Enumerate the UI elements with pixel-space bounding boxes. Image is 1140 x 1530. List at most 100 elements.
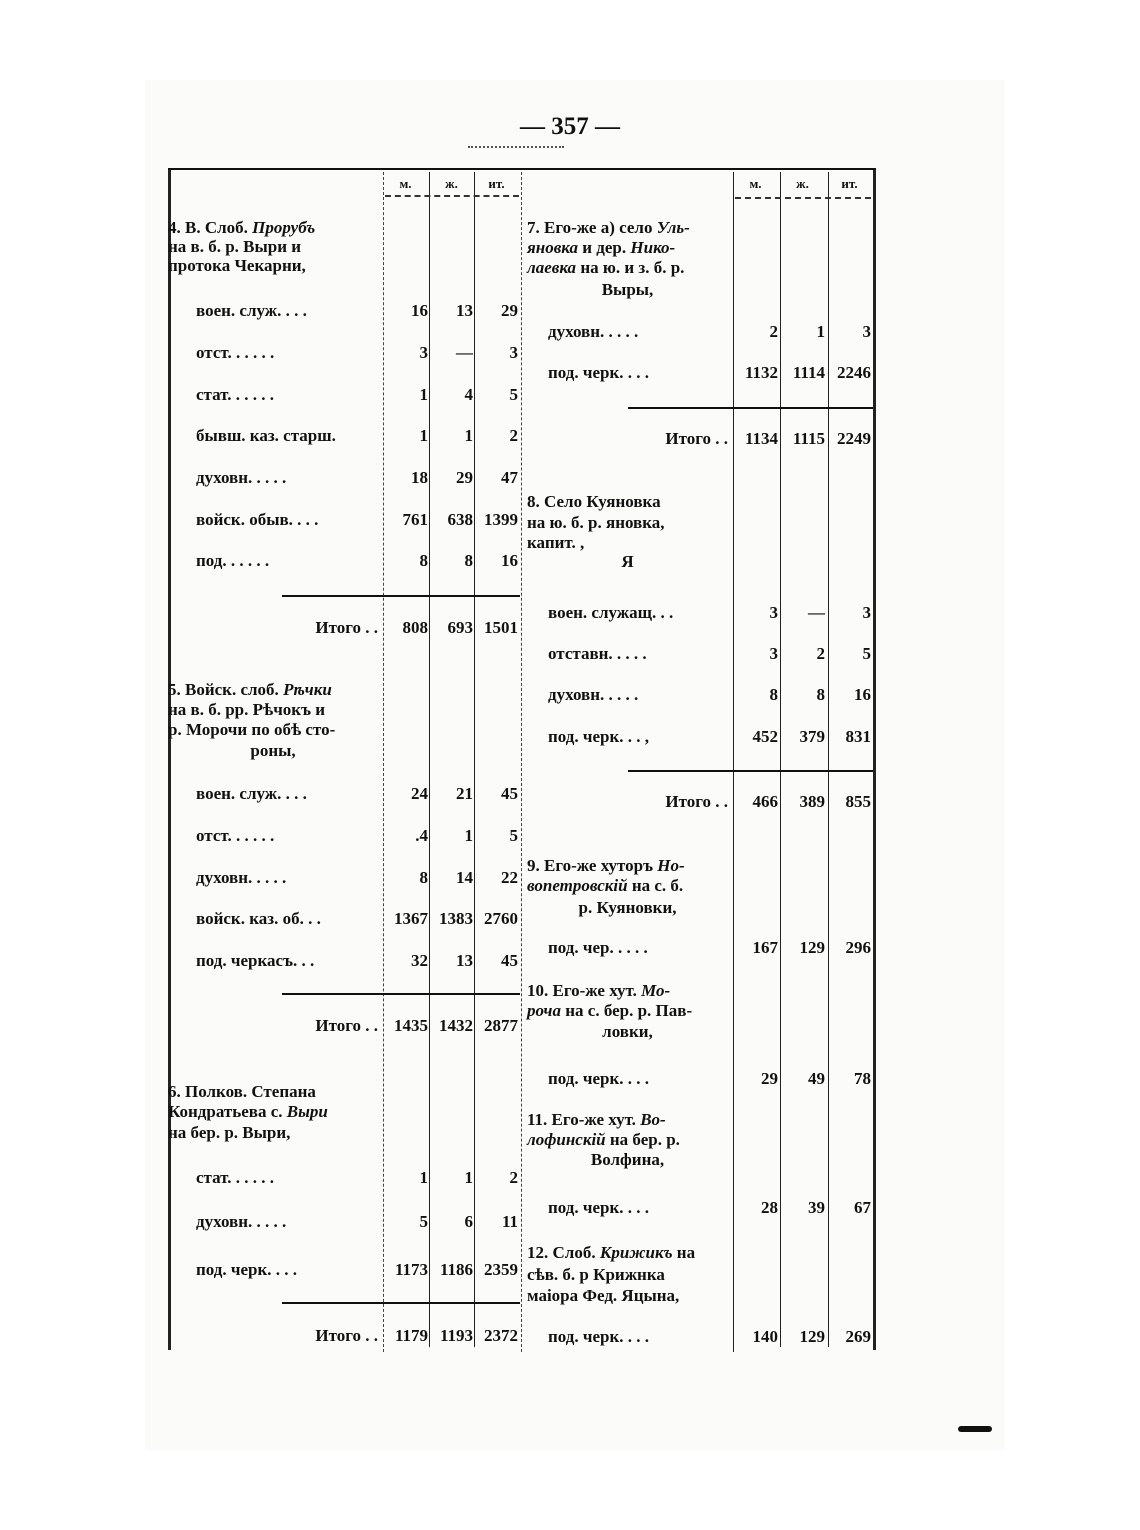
- title-text: 10. Его-же хут.: [527, 981, 642, 1000]
- cell-f: 1432: [439, 1016, 473, 1035]
- table-row-label: под. . . . . .: [196, 551, 270, 570]
- cell-m: 1: [419, 426, 429, 445]
- scanned-sheet: [145, 80, 1005, 1450]
- cell-f: 379: [799, 727, 826, 746]
- section-title-line: роча на с. бер. р. Пав-: [527, 1001, 728, 1021]
- cell-m: 761: [402, 510, 429, 529]
- title-text: 6. Полков. Степана: [168, 1082, 316, 1101]
- place-name: Мо-: [641, 981, 671, 1000]
- total-row-label: Итого . .: [315, 1326, 378, 1345]
- cell-t: 1399: [484, 510, 518, 529]
- title-text: на с. б.: [627, 876, 684, 895]
- cell-t: 29: [501, 301, 518, 320]
- cell-f: 129: [799, 938, 826, 957]
- cell-m: 1: [419, 1168, 429, 1187]
- table-row-label: под. черк. . . ,: [548, 727, 650, 746]
- title-text: Кондратьева с.: [168, 1102, 287, 1121]
- table-row-label: отст. . . . . .: [196, 343, 275, 362]
- table-row-label: отст. . . . . .: [196, 826, 275, 845]
- cell-t: 2: [509, 426, 519, 445]
- right-f-divider: [828, 172, 829, 1347]
- place-name: лофинскій: [527, 1130, 606, 1149]
- section-title-line: протока Чекарни,: [168, 256, 378, 276]
- right-header-rule: [735, 197, 871, 199]
- section-title-line: р. Куяновки,: [527, 898, 728, 918]
- title-text: на: [672, 1243, 696, 1262]
- cell-t: 3: [862, 603, 872, 622]
- place-name: Уль-: [656, 218, 690, 237]
- cell-f: 129: [799, 1327, 826, 1346]
- section-title-line: на в. б. р. Выри и: [168, 237, 378, 257]
- table-row-label: стат. . . . . .: [196, 385, 274, 404]
- table-row-label: бывш. каз. старш.: [196, 426, 336, 445]
- cell-f: 6: [464, 1212, 474, 1231]
- cell-m: 167: [752, 938, 779, 957]
- section-title-line: роны,: [168, 741, 378, 761]
- right-label-divider: [733, 172, 734, 1352]
- cell-t: 16: [501, 551, 518, 570]
- section-title-line: на бер. р. Выри,: [168, 1123, 378, 1143]
- cell-m: 1134: [744, 429, 778, 448]
- margin-mark: [958, 1426, 992, 1432]
- title-text: р. Куяновки,: [578, 898, 677, 917]
- table-row-label: духовн. . . . .: [548, 322, 639, 341]
- section-title-line: 7. Его-же а) село Уль-: [527, 218, 728, 238]
- cell-m: 8: [419, 868, 429, 887]
- title-text: капит. ,: [527, 533, 585, 552]
- title-text: на с. бер. р. Пав-: [560, 1001, 693, 1020]
- title-text: Выры,: [601, 280, 654, 299]
- page-number-underline: [468, 140, 564, 148]
- cell-f: 39: [808, 1198, 825, 1217]
- cell-t: 45: [501, 784, 518, 803]
- title-text: Я: [621, 552, 634, 571]
- cell-f: 13: [456, 301, 473, 320]
- total-row-label: Итого . .: [665, 429, 728, 448]
- cell-t: 2359: [484, 1260, 518, 1279]
- page-number: — 357 —: [520, 113, 620, 140]
- table-row-label: под. черк. . . .: [548, 1327, 650, 1346]
- title-text: на ю. б. р. яновка,: [527, 513, 665, 532]
- title-text: на в. б. р. Выри и: [168, 237, 302, 256]
- place-name: Прорубъ: [252, 218, 316, 237]
- section-title-line: Волфина,: [527, 1150, 728, 1170]
- cell-m: 1179: [394, 1326, 428, 1345]
- section-title-line: на ю. б. р. яновка,: [527, 513, 728, 533]
- table-row-label: воен. служащ. . .: [548, 603, 674, 622]
- cell-f: —: [808, 603, 825, 622]
- title-text: 8. Село Куяновка: [527, 492, 661, 511]
- cell-t: 3: [509, 343, 519, 362]
- section-title-line: 5. Войск. слоб. Рѣчки: [168, 680, 378, 700]
- top-rule: [168, 168, 876, 170]
- total-rule: [282, 1302, 520, 1304]
- column-header-t: ит.: [488, 176, 505, 191]
- cell-m: 16: [411, 301, 428, 320]
- left-label-divider: [383, 172, 384, 1352]
- section-title-line: 8. Село Куяновка: [527, 492, 728, 512]
- title-text: р. Морочи по обѣ сто-: [168, 720, 336, 739]
- cell-m: 24: [411, 784, 428, 803]
- total-row-label: Итого . .: [315, 618, 378, 637]
- place-name: Во-: [640, 1110, 666, 1129]
- section-title-line: 12. Слоб. Крижикъ на: [527, 1243, 728, 1263]
- title-text: 7. Его-же а) село: [527, 218, 657, 237]
- table-row-label: под. черкасъ. . .: [196, 951, 315, 970]
- table-row-label: под. черк. . . .: [548, 1069, 650, 1088]
- section-title-line: р. Морочи по обѣ сто-: [168, 720, 378, 740]
- table-row-label: духовн. . . . .: [196, 868, 287, 887]
- place-name: Выри: [286, 1102, 328, 1121]
- section-title-line: 9. Его-же хуторъ Но-: [527, 856, 728, 876]
- title-text: на бер. р.: [605, 1130, 680, 1149]
- title-text: протока Чекарни,: [168, 256, 306, 275]
- cell-m: 1132: [744, 363, 778, 382]
- cell-t: 831: [845, 727, 872, 746]
- cell-t: 5: [509, 826, 519, 845]
- cell-t: 1501: [484, 618, 518, 637]
- cell-f: 1: [816, 322, 826, 341]
- column-header-t: ит.: [841, 176, 858, 191]
- total-rule: [282, 595, 520, 597]
- total-rule: [282, 993, 520, 995]
- table-row-label: войск. обыв. . . .: [196, 510, 319, 529]
- title-text: 4. В. Слоб.: [168, 218, 253, 237]
- total-rule: [628, 407, 873, 409]
- column-header-m: м.: [399, 176, 412, 191]
